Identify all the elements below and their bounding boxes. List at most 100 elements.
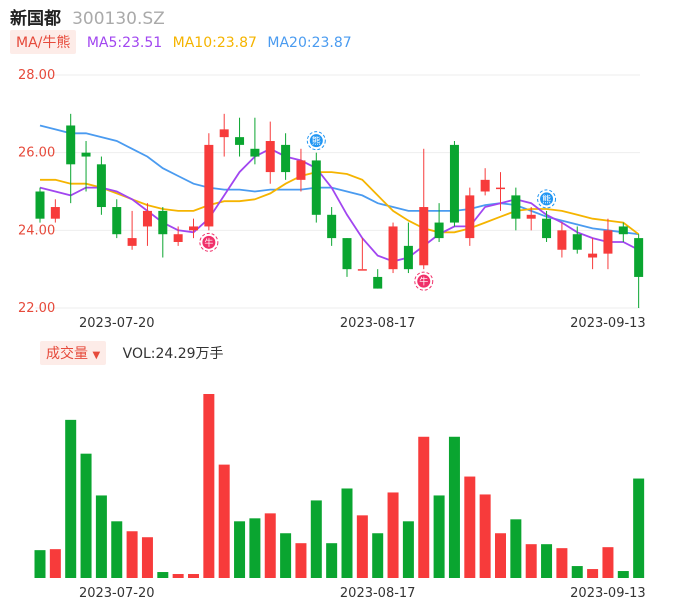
candle-body bbox=[219, 129, 229, 138]
volume-bar bbox=[341, 488, 353, 578]
volume-bar bbox=[188, 574, 199, 578]
candle-body bbox=[142, 210, 152, 227]
price-axis: 28.00 26.00 24.00 22.00 bbox=[18, 68, 55, 316]
y-tick-label: 28.00 bbox=[18, 68, 55, 83]
candle-body bbox=[496, 187, 505, 190]
candle-body bbox=[342, 238, 352, 270]
marker-dot bbox=[417, 274, 431, 288]
volume-bar bbox=[602, 547, 614, 578]
ma-indicator-selector[interactable]: MA/牛熊 bbox=[10, 30, 77, 54]
candle-body bbox=[434, 222, 444, 239]
candle-body bbox=[296, 160, 306, 180]
ma-legend: MA/牛熊 MA5:23.51 MA10:23.87 MA20:23.87 bbox=[10, 30, 352, 54]
candle-body bbox=[127, 238, 137, 246]
candle-body bbox=[526, 214, 536, 219]
marker-glyph: 牛 bbox=[204, 237, 213, 249]
candle-body bbox=[465, 195, 475, 239]
candle bbox=[373, 269, 383, 289]
candle bbox=[342, 238, 352, 277]
candle bbox=[557, 222, 567, 258]
volume-bar bbox=[111, 521, 123, 578]
volume-bar bbox=[95, 495, 107, 578]
candle-body bbox=[327, 214, 337, 239]
marker-ring bbox=[199, 232, 219, 252]
marker-dot bbox=[309, 134, 323, 148]
volume-bar bbox=[418, 436, 430, 578]
volume-bar bbox=[65, 419, 77, 578]
candle-body bbox=[634, 238, 644, 277]
candle-body bbox=[35, 191, 45, 219]
candle bbox=[327, 207, 337, 246]
ma5-line bbox=[39, 147, 640, 263]
volume-bar bbox=[249, 518, 261, 578]
candle bbox=[219, 113, 229, 157]
candle-body bbox=[281, 144, 291, 173]
candle-body bbox=[449, 144, 459, 223]
candle-body bbox=[403, 245, 413, 270]
candle bbox=[603, 218, 613, 270]
price-grid bbox=[35, 74, 640, 309]
volume-bar bbox=[464, 476, 476, 578]
ma5-value: MA5:23.51 bbox=[86, 35, 163, 51]
candle bbox=[250, 117, 260, 165]
candle-body bbox=[112, 207, 122, 235]
volume-bar bbox=[448, 436, 460, 578]
volume-bar bbox=[157, 572, 169, 578]
bear-icon: 熊 bbox=[537, 189, 557, 209]
volume-bar bbox=[295, 543, 307, 578]
candle-body bbox=[557, 230, 567, 250]
candle bbox=[189, 218, 198, 239]
marker-dot bbox=[540, 192, 554, 206]
volume-bar bbox=[203, 394, 215, 578]
candle bbox=[403, 222, 413, 274]
candle-body bbox=[235, 137, 245, 145]
candle bbox=[449, 141, 459, 227]
candle-body bbox=[189, 226, 198, 231]
volume-bar bbox=[310, 500, 322, 578]
volume-bar bbox=[34, 550, 46, 578]
candle-body bbox=[373, 276, 383, 289]
ma10-value: MA10:23.87 bbox=[172, 35, 257, 51]
candle bbox=[265, 121, 275, 184]
bull-icon: 牛 bbox=[414, 271, 434, 291]
candle bbox=[634, 234, 644, 308]
candle-body bbox=[572, 234, 582, 250]
marker-glyph: 熊 bbox=[312, 135, 321, 147]
y-tick-label: 22.00 bbox=[18, 301, 55, 316]
volume-value: VOL:24.29万手 bbox=[122, 346, 224, 362]
candle bbox=[572, 226, 582, 254]
candle bbox=[480, 168, 490, 196]
volume-bar bbox=[264, 513, 276, 578]
candle-body bbox=[542, 218, 552, 239]
volume-bar bbox=[326, 543, 338, 578]
candle-body bbox=[204, 144, 214, 227]
volume-tag-label: 成交量 bbox=[46, 346, 88, 362]
volume-bar bbox=[617, 571, 629, 578]
volume-bar bbox=[172, 574, 184, 578]
volume-bar bbox=[372, 533, 384, 578]
volume-bar bbox=[356, 515, 368, 578]
volume-bar bbox=[141, 537, 153, 578]
candle-body bbox=[618, 226, 628, 235]
candle bbox=[142, 203, 152, 246]
candle bbox=[434, 203, 444, 242]
candle bbox=[511, 187, 521, 231]
candle bbox=[35, 187, 45, 223]
candlestick-series bbox=[35, 113, 644, 308]
x-tick-label: 2023-08-17 bbox=[340, 316, 416, 331]
volume-indicator-selector[interactable]: 成交量 ▼ bbox=[40, 341, 107, 365]
candle-body bbox=[311, 160, 321, 215]
candle bbox=[96, 156, 106, 215]
volume-bar bbox=[80, 453, 92, 578]
candle bbox=[281, 133, 291, 180]
marker-glyph: 牛 bbox=[419, 276, 428, 288]
ma20-value: MA20:23.87 bbox=[267, 35, 352, 51]
candle bbox=[204, 133, 214, 231]
candle-body bbox=[357, 269, 367, 271]
candle bbox=[496, 172, 505, 211]
stock-code: 300130.SZ bbox=[72, 9, 165, 29]
candle bbox=[526, 207, 536, 231]
marker-ring bbox=[306, 131, 326, 151]
x-tick-label: 2023-07-20 bbox=[79, 316, 155, 331]
